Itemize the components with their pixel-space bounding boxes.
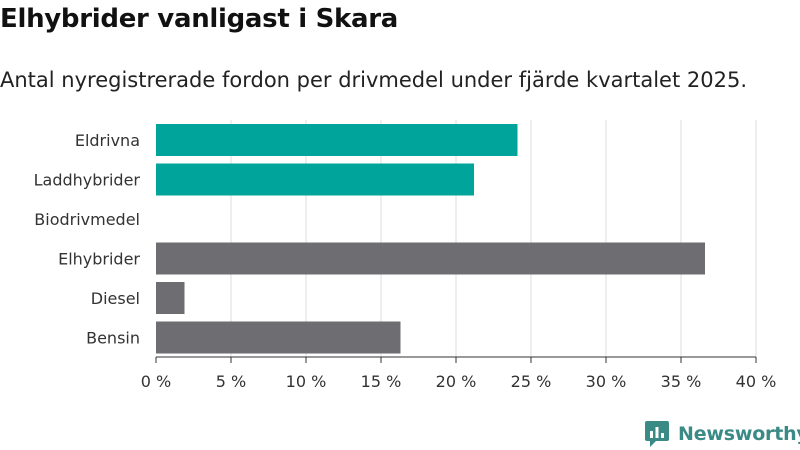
x-axis: 0 % 5 % 10 % 15 % 20 % 25 % 30 % 35 % 40 %	[141, 356, 777, 391]
category-label: Laddhybrider	[34, 171, 141, 190]
x-tick-label: 35 %	[661, 372, 702, 391]
chart-title: Elhybrider vanligast i Skara	[0, 4, 399, 34]
chart-subtitle: Antal nyregistrerade fordon per drivmede…	[0, 68, 748, 92]
category-labels: Eldrivna Laddhybrider Biodrivmedel Elhybrid…	[34, 131, 141, 348]
x-tick-label: 40 %	[736, 372, 777, 391]
category-label: Bensin	[86, 329, 140, 348]
x-tick-label: 30 %	[586, 372, 627, 391]
category-label: Eldrivna	[75, 131, 140, 150]
category-label: Biodrivmedel	[34, 210, 140, 229]
x-tick-label: 15 %	[361, 372, 402, 391]
bars	[156, 124, 705, 354]
x-tick-label: 0 %	[141, 372, 171, 391]
newsworthy-logo: Newsworthy	[644, 420, 800, 448]
x-tick-label: 5 %	[216, 372, 246, 391]
bar-elhybrider	[156, 242, 705, 275]
x-tick-label: 10 %	[286, 372, 327, 391]
newsworthy-logo-icon	[645, 421, 669, 447]
bar-diesel	[156, 282, 185, 314]
x-tick-label: 20 %	[436, 372, 477, 391]
category-label: Diesel	[91, 289, 140, 308]
x-tick-label: 25 %	[511, 372, 552, 391]
bar-bensin	[156, 321, 401, 354]
category-label: Elhybrider	[58, 250, 140, 269]
bar-eldrivna	[156, 124, 518, 156]
brand-name: Newsworthy	[678, 423, 800, 445]
bar-laddhybrider	[156, 163, 474, 196]
grid-lines	[230, 120, 757, 357]
